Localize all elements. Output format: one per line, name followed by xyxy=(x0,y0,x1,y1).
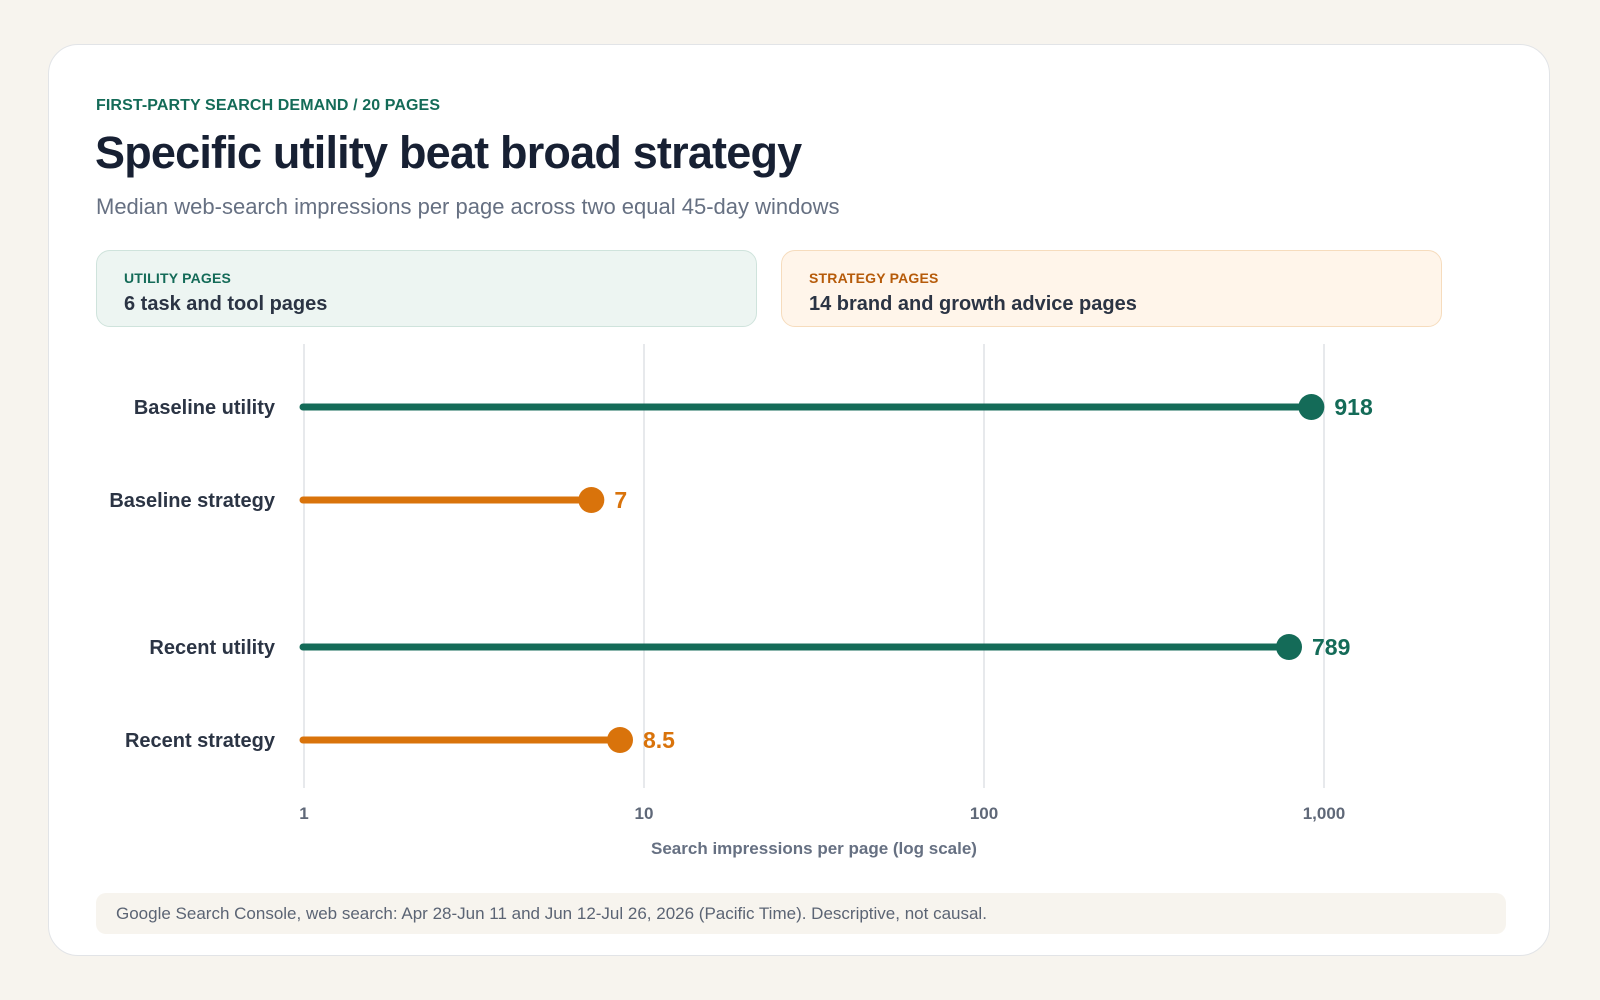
chart-subtitle: Median web-search impressions per page a… xyxy=(96,194,840,219)
utility-pages-description: 6 task and tool pages xyxy=(124,293,328,315)
value-label: 789 xyxy=(1312,634,1350,660)
lollipop-dot xyxy=(1276,634,1303,660)
row-label: Baseline utility xyxy=(134,397,276,419)
x-tick-label: 10 xyxy=(635,804,654,823)
strategy-pages-description: 14 brand and growth advice pages xyxy=(809,293,1137,315)
x-tick-label: 100 xyxy=(970,804,998,823)
strategy-pages-label: STRATEGY PAGES xyxy=(809,270,939,286)
row-label: Recent strategy xyxy=(125,730,276,752)
lollipop-dot xyxy=(607,727,634,753)
utility-pages-label: UTILITY PAGES xyxy=(124,270,232,286)
x-tick-label: 1 xyxy=(299,804,308,823)
eyebrow: FIRST-PARTY SEARCH DEMAND / 20 PAGES xyxy=(96,97,441,114)
chart-card: FIRST-PARTY SEARCH DEMAND / 20 PAGES Spe… xyxy=(48,44,1550,956)
utility-pages-panel: UTILITY PAGES 6 task and tool pages xyxy=(96,250,757,327)
lollipop-dot xyxy=(1298,394,1325,420)
row-label: Recent utility xyxy=(149,637,275,659)
lollipop-dot xyxy=(578,487,605,513)
strategy-pages-panel: STRATEGY PAGES 14 brand and growth advic… xyxy=(781,250,1442,327)
x-tick-label: 1,000 xyxy=(1303,804,1346,823)
lollipop-chart: 1 10 100 1,000 Search impressions per page (… xyxy=(109,344,1373,858)
source-note: Google Search Console, web search: Apr 2… xyxy=(96,893,1506,934)
x-axis-title: Search impressions per page (log scale) xyxy=(651,839,977,858)
value-label: 7 xyxy=(614,487,627,513)
value-label: 918 xyxy=(1334,394,1373,420)
chart-title: Specific utility beat broad strategy xyxy=(95,127,802,178)
value-label: 8.5 xyxy=(643,727,675,753)
row-label: Baseline strategy xyxy=(109,490,276,512)
